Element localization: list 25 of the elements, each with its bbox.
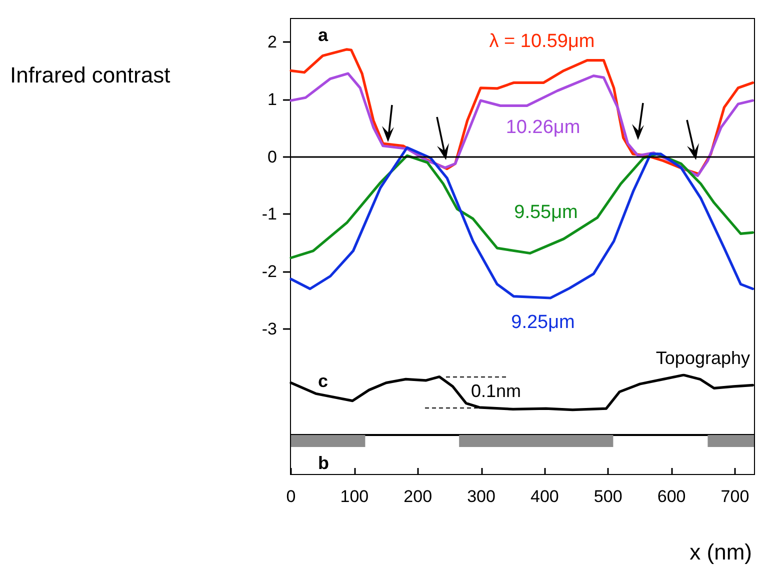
y-tick-label: -3 (262, 320, 277, 338)
series-label: λ = 10.59μm (489, 31, 595, 52)
x-tick-label: 700 (720, 487, 750, 506)
annotation: a (318, 25, 329, 45)
x-tick-label: 300 (467, 487, 496, 506)
x-tick-label: 600 (657, 487, 686, 506)
y-axis-title: Infrared contrast (10, 62, 170, 88)
x-tick-label: 100 (340, 487, 369, 506)
x-tick-label: 400 (530, 487, 559, 506)
series-label: 9.25μm (511, 312, 575, 333)
y-tick-label: -1 (262, 204, 277, 224)
x-axis-title: x (nm) (690, 540, 752, 564)
y-tick-label: 1 (268, 90, 277, 109)
x-tick-label: 500 (594, 487, 622, 506)
series-label: 9.55μm (514, 202, 578, 223)
y-tick-label: 2 (268, 32, 277, 52)
x-tick-label: 200 (404, 487, 432, 506)
x-tick-label: 0 (286, 487, 296, 506)
annotation: 0.1nm (471, 381, 522, 401)
series-label: Topography (656, 348, 750, 368)
annotation: c (318, 371, 328, 391)
y-tick-label: -2 (262, 262, 277, 282)
series-label: 10.26μm (506, 117, 580, 138)
y-tick-label: 0 (268, 147, 277, 166)
annotation: b (318, 453, 329, 473)
